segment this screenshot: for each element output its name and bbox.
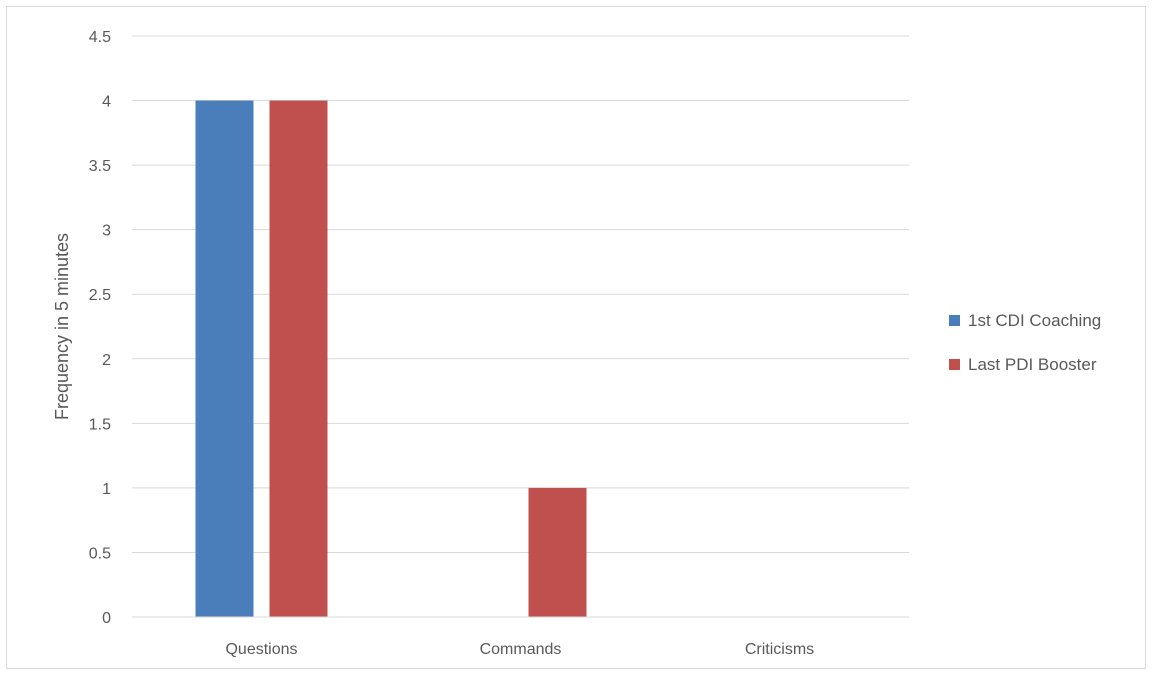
bars [195,100,587,618]
bar-series1-questions [195,100,254,618]
x-tick-label: Criticisms [745,641,814,658]
gridlines [132,35,909,553]
y-tick-label: 1 [102,481,111,498]
y-tick-label: 4 [102,94,111,111]
legend-swatch [949,359,960,370]
y-tick-label: 2.5 [89,287,111,304]
bar-series2-commands [528,487,587,617]
legend-label: 1st CDI Coaching [968,311,1101,330]
x-tick-label: Questions [225,641,297,658]
legend-label: Last PDI Booster [968,355,1097,374]
y-tick-label: 0.5 [89,545,111,562]
y-axis-tick-labels: 0 0.5 1 1.5 2 2.5 3 3.5 4 4.5 [89,29,111,627]
legend: 1st CDI Coaching Last PDI Booster [949,311,1101,374]
y-tick-label: 2 [102,352,111,369]
y-tick-label: 3.5 [89,158,111,175]
x-axis-tick-labels: Questions Commands Criticisms [225,641,814,658]
x-tick-label: Commands [480,641,562,658]
y-tick-label: 3 [102,223,111,240]
y-tick-label: 0 [102,610,111,627]
y-tick-label: 1.5 [89,416,111,433]
legend-swatch [949,315,960,326]
bar-series2-questions [269,100,328,618]
y-tick-label: 4.5 [89,29,111,46]
y-axis-title: Frequency in 5 minutes [52,233,72,420]
